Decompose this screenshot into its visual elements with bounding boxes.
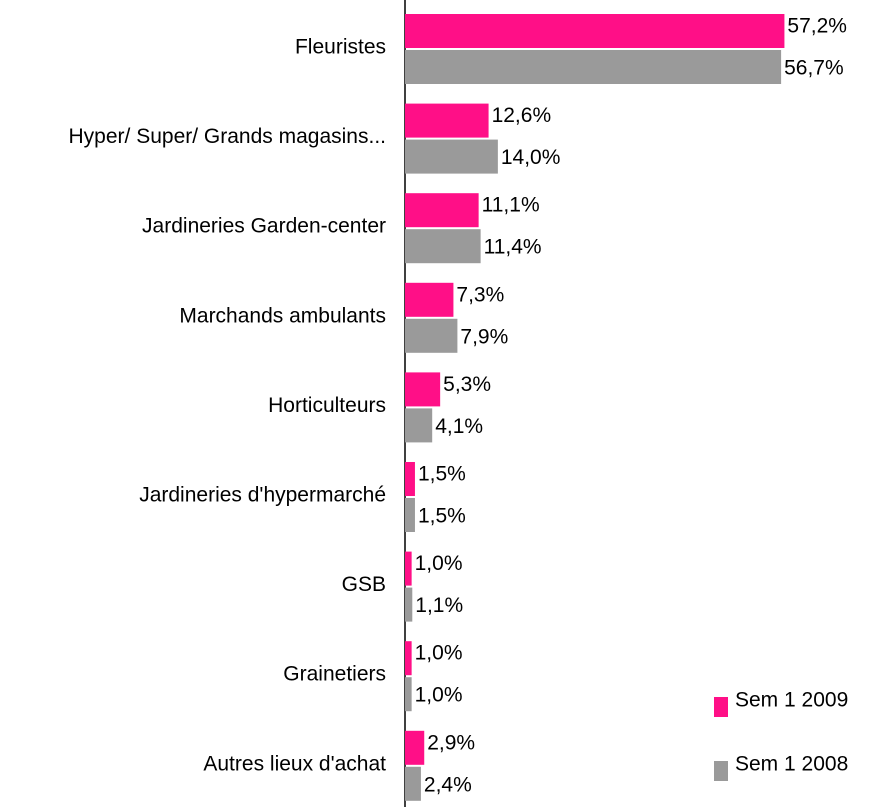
bar — [405, 462, 415, 496]
bar — [405, 408, 433, 443]
value-label: 5,3% — [443, 373, 491, 396]
value-label: 14,0% — [501, 146, 561, 169]
bar — [405, 730, 425, 765]
value-label: 1,1% — [415, 594, 463, 617]
value-label: 1,0% — [415, 552, 463, 575]
bar — [405, 193, 479, 228]
bar — [405, 318, 458, 353]
category-label: Fleuristes — [295, 36, 386, 59]
value-label: 57,2% — [787, 15, 847, 38]
category-label: Hyper/ Super/ Grands magasins... — [69, 125, 386, 148]
bar — [405, 498, 415, 532]
bar — [405, 50, 782, 84]
bar — [405, 677, 412, 712]
bar — [405, 641, 412, 676]
legend-label: Sem 1 2009 — [735, 689, 848, 712]
value-label: 11,1% — [482, 194, 540, 217]
bar — [405, 14, 785, 48]
category-label: Jardineries d'hypermarché — [139, 484, 386, 507]
category-label: GSB — [342, 573, 386, 596]
value-label: 11,4% — [484, 236, 542, 259]
category-label: Grainetiers — [283, 663, 386, 686]
value-label: 4,1% — [435, 415, 483, 438]
bar — [405, 766, 421, 801]
bar — [405, 551, 412, 586]
value-label: 2,4% — [424, 773, 472, 796]
value-label: 2,9% — [427, 731, 475, 754]
bar — [405, 103, 489, 138]
bar — [405, 282, 454, 317]
category-label: Jardineries Garden-center — [142, 215, 386, 238]
value-label: 1,0% — [415, 642, 463, 665]
value-label: 56,7% — [784, 57, 844, 80]
category-label: Autres lieux d'achat — [203, 752, 386, 775]
value-label: 1,5% — [418, 463, 466, 486]
value-label: 7,3% — [456, 283, 504, 306]
bar — [405, 372, 441, 407]
bar — [405, 139, 498, 174]
value-label: 12,6% — [492, 104, 552, 127]
category-label: Marchands ambulants — [179, 304, 386, 327]
category-label: Horticulteurs — [268, 394, 386, 417]
value-label: 1,0% — [415, 684, 463, 707]
legend-swatch — [714, 697, 728, 717]
bar — [405, 587, 413, 622]
value-label: 7,9% — [460, 325, 508, 348]
legend-swatch — [714, 761, 728, 781]
bar — [405, 229, 481, 264]
legend-label: Sem 1 2008 — [735, 753, 848, 776]
value-label: 1,5% — [418, 505, 466, 528]
